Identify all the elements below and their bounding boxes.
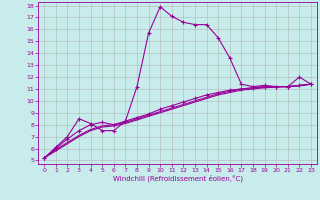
X-axis label: Windchill (Refroidissement éolien,°C): Windchill (Refroidissement éolien,°C) [113, 175, 243, 182]
